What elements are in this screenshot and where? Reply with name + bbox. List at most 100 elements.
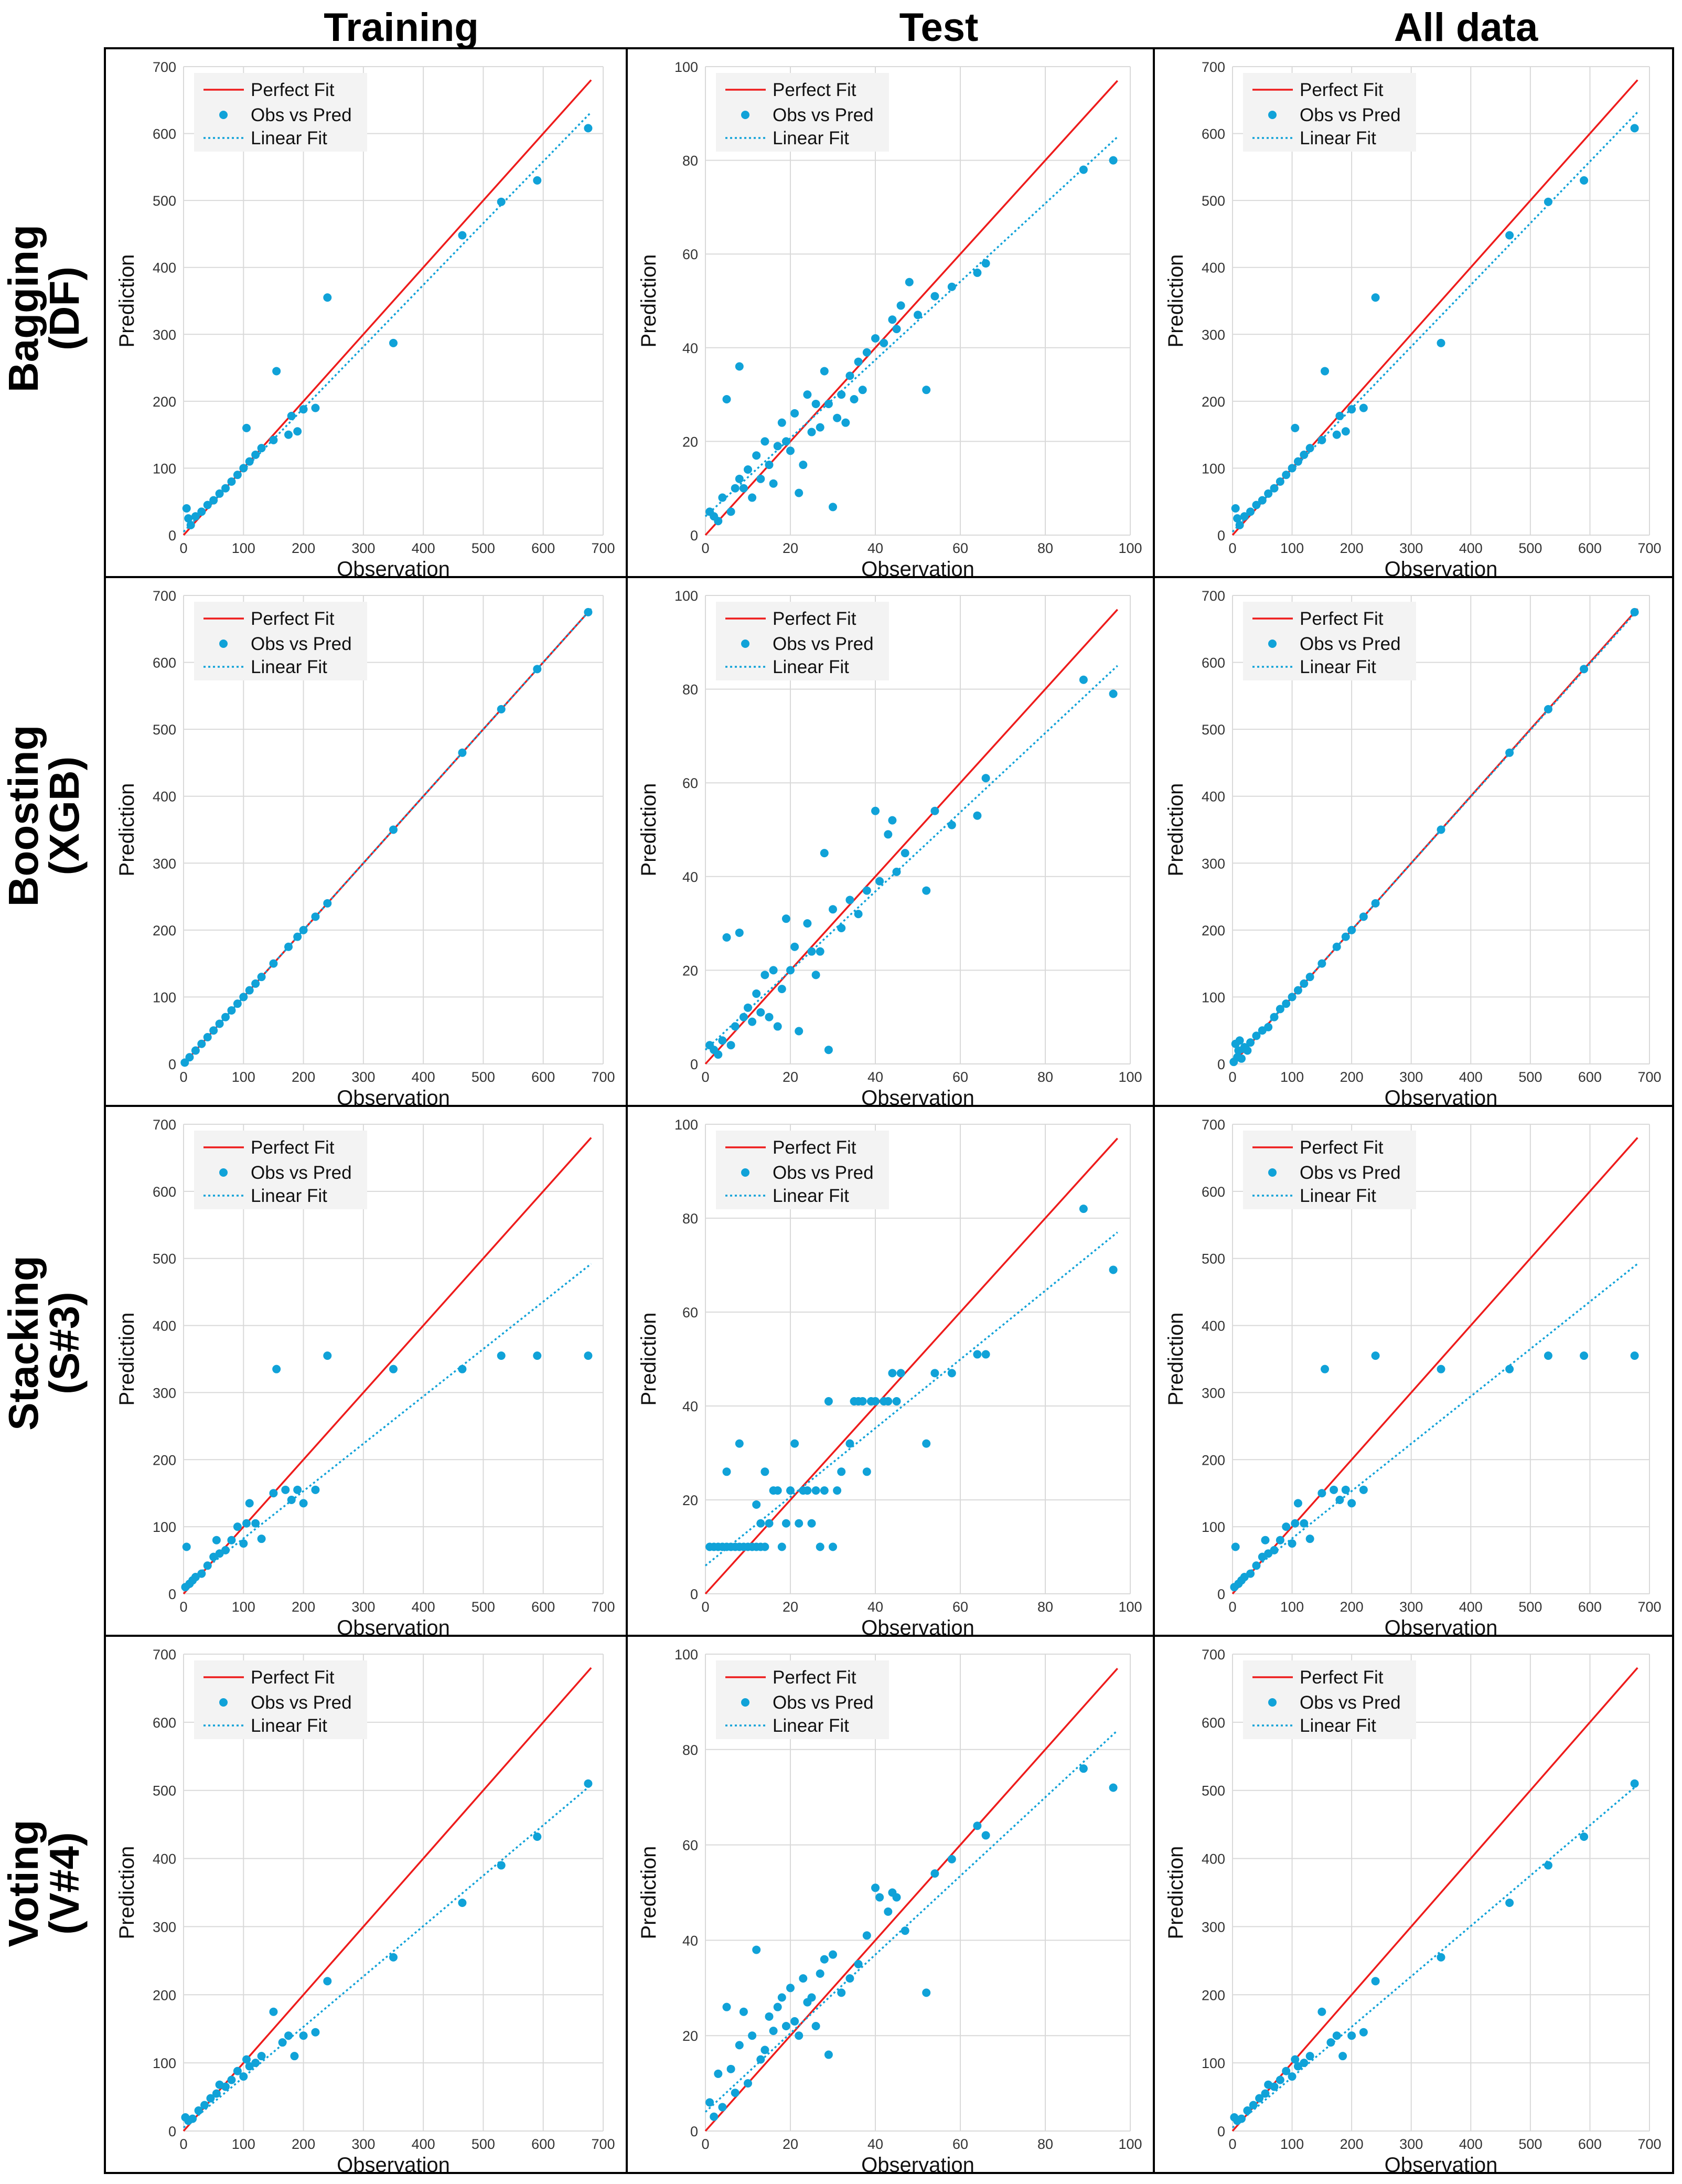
legend-points-swatch <box>1268 1168 1277 1177</box>
y-tick-label: 700 <box>1202 1647 1225 1663</box>
y-tick-label: 500 <box>1202 1251 1225 1267</box>
x-tick-label: 700 <box>591 1599 615 1615</box>
data-point <box>752 1945 761 1954</box>
data-point <box>824 399 833 408</box>
linear-fit-line <box>704 1730 1118 2113</box>
x-tick-label: 600 <box>531 540 555 556</box>
data-point <box>845 1439 854 1448</box>
data-point <box>773 2002 782 2011</box>
data-point <box>1264 489 1273 498</box>
data-point <box>251 2059 260 2068</box>
scatter-panel: 0 20 40 60 80 100 0 20 40 60 80 100 Observation Predi… <box>637 588 1142 1110</box>
x-tick-label: 60 <box>952 540 968 556</box>
y-tick-label: 100 <box>1202 461 1225 476</box>
data-point <box>227 1006 236 1015</box>
data-point <box>584 124 593 133</box>
perfect-fit-line <box>1231 1137 1638 1595</box>
data-point <box>1437 825 1445 834</box>
row-title-line2: (DF) <box>41 267 88 350</box>
data-point <box>290 2052 299 2061</box>
data-point <box>311 1485 320 1494</box>
data-point <box>888 1369 897 1378</box>
x-tick-label: 300 <box>1399 1069 1423 1085</box>
data-point <box>781 1519 790 1528</box>
data-point <box>1335 1496 1344 1504</box>
x-tick-label: 500 <box>1518 2136 1542 2152</box>
y-tick-label: 700 <box>153 1647 176 1663</box>
legend: Perfect Fit Obs vs Pred Linear Fit <box>1243 1131 1416 1209</box>
legend-label-linear-fit: Linear Fit <box>773 1186 849 1206</box>
perfect-fit-line <box>704 609 1118 1065</box>
data-point <box>1321 367 1330 376</box>
data-point <box>269 1489 278 1498</box>
legend-points-swatch <box>741 111 749 119</box>
data-point <box>1544 1861 1552 1870</box>
y-tick-label: 600 <box>153 1715 176 1731</box>
data-point <box>1079 1205 1088 1213</box>
data-point <box>1341 932 1350 941</box>
data-point <box>1580 1351 1589 1360</box>
linear-fit-line <box>704 136 1118 517</box>
data-point <box>756 2055 765 2064</box>
data-point <box>922 386 931 395</box>
y-tick-label: 60 <box>682 775 698 791</box>
data-point <box>777 1542 786 1551</box>
data-point <box>731 484 740 493</box>
x-tick-label: 100 <box>1118 1599 1142 1615</box>
row-title-line2: (XGB) <box>41 757 88 876</box>
x-tick-label: 100 <box>232 2136 255 2152</box>
x-tick-label: 300 <box>1399 1599 1423 1615</box>
legend-label-perfect-fit: Perfect Fit <box>1300 80 1384 100</box>
perfect-fit-line <box>183 1667 592 2132</box>
y-tick-label: 300 <box>153 1919 176 1935</box>
y-tick-label: 400 <box>1202 260 1225 276</box>
column-title-test: Test <box>899 5 979 50</box>
x-axis-label: Observation <box>337 558 450 581</box>
data-point <box>1235 520 1244 529</box>
x-axis-label: Observation <box>861 2154 974 2177</box>
x-tick-label: 0 <box>701 1599 709 1615</box>
legend-label-perfect-fit: Perfect Fit <box>773 609 856 629</box>
x-tick-label: 40 <box>867 1599 883 1615</box>
legend-label-obs-vs-pred: Obs vs Pred <box>773 105 874 125</box>
data-point <box>816 947 824 956</box>
y-axis-label: Prediction <box>115 254 138 348</box>
y-tick-label: 600 <box>153 1184 176 1200</box>
data-point <box>1317 1489 1326 1498</box>
x-tick-label: 500 <box>1518 1069 1542 1085</box>
scatter-panel: 0 100 200 300 400 500 600 700 0 100 200 300 400 500 60… <box>1164 1117 1662 1639</box>
row-title-line1: Bagging <box>0 225 47 392</box>
data-point <box>1305 1535 1314 1543</box>
data-point <box>744 2079 752 2088</box>
y-tick-label: 20 <box>682 1493 698 1508</box>
data-point <box>922 1988 931 1997</box>
data-point <box>1347 1499 1356 1508</box>
legend-label-linear-fit: Linear Fit <box>773 657 849 677</box>
data-point <box>233 1522 242 1531</box>
y-tick-label: 100 <box>153 989 176 1005</box>
data-point <box>845 371 854 380</box>
data-point <box>1293 1499 1302 1508</box>
data-point <box>760 437 769 446</box>
data-point <box>1237 2114 1246 2123</box>
scatter-panel: 0 20 40 60 80 100 0 20 40 60 80 100 Observation Predi… <box>637 1117 1142 1639</box>
data-point <box>807 1519 816 1528</box>
data-point <box>323 1351 332 1360</box>
data-point <box>892 1397 901 1406</box>
data-point <box>182 1542 191 1551</box>
data-point <box>458 231 467 240</box>
data-point <box>1109 1265 1118 1274</box>
data-point <box>1330 1485 1338 1494</box>
data-point <box>854 910 863 919</box>
data-point <box>760 971 769 979</box>
data-point <box>1109 689 1118 698</box>
x-tick-label: 700 <box>1637 2136 1661 2152</box>
data-point <box>1305 2052 1314 2061</box>
data-point <box>871 334 880 343</box>
data-point <box>200 2101 209 2110</box>
y-tick-label: 0 <box>1217 1586 1225 1602</box>
x-tick-label: 300 <box>351 1599 375 1615</box>
legend-label-obs-vs-pred: Obs vs Pred <box>1300 105 1401 125</box>
data-point <box>748 2031 757 2040</box>
y-tick-label: 0 <box>1217 528 1225 544</box>
